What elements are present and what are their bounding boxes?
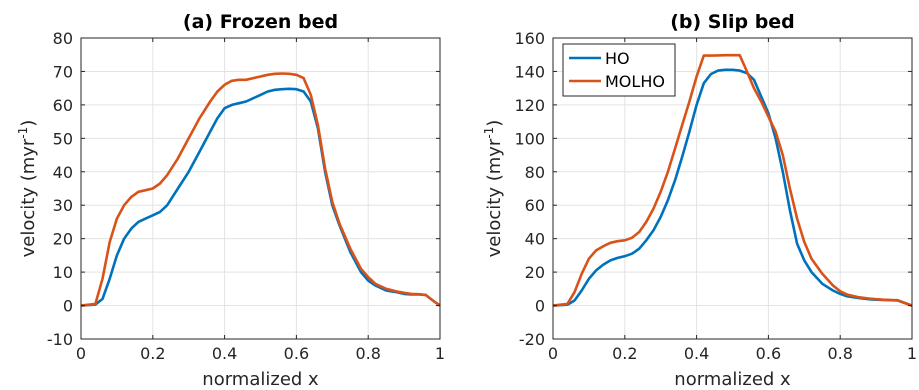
axes-box	[80, 37, 441, 340]
legend: HO MOLHO	[562, 43, 676, 97]
y-tick-label: 160	[514, 29, 545, 48]
x-tick-label: 0	[548, 344, 558, 363]
panel-slip-bed: 0 0.2 0.4 0.6 0.8 1-20020406080100120140160(b…	[482, 11, 917, 390]
y-tick-label: -10	[47, 330, 73, 349]
y-tick-label: -20	[519, 330, 545, 349]
y-tick-label: 140	[514, 62, 545, 81]
y-tick-label: 20	[525, 263, 545, 282]
x-axis-label: normalized x	[202, 369, 319, 390]
y-tick-label: 50	[53, 129, 73, 148]
y-tick-label: 80	[53, 29, 73, 48]
x-tick-label: 0.8	[355, 344, 380, 363]
legend-label-ho: HO	[605, 49, 630, 68]
x-tick-label: 1	[907, 344, 917, 363]
x-tick-label: 0	[76, 344, 86, 363]
y-tick-label: 10	[53, 263, 73, 282]
y-tick-label: 80	[525, 163, 545, 182]
y-tick-label: 60	[53, 96, 73, 115]
y-axis-label: velocity (myr-1)	[16, 120, 39, 258]
plot-area	[81, 38, 440, 339]
x-tick-label: 0.2	[612, 344, 637, 363]
legend-label-molho: MOLHO	[605, 72, 665, 91]
x-tick-label: 0.6	[756, 344, 781, 363]
series-line-ho	[80, 87, 441, 307]
y-axis-label-main: velocity (myr	[484, 138, 505, 257]
y-tick-label: 40	[525, 230, 545, 249]
y-tick-label: 70	[53, 62, 73, 81]
series-line-ho	[552, 68, 913, 307]
y-axis-label-end: )	[484, 120, 505, 127]
chart-title: (a) Frozen bed	[183, 11, 338, 33]
y-tick-label: 40	[53, 163, 73, 182]
series-line-molho	[552, 53, 913, 307]
x-tick-label: 0.8	[827, 344, 852, 363]
x-tick-label: 0.4	[684, 344, 709, 363]
x-tick-label: 1	[435, 344, 445, 363]
y-tick-label: 100	[514, 129, 545, 148]
axes-box	[552, 37, 913, 340]
y-axis-label-end: )	[18, 120, 39, 127]
y-axis-label-superscript: -1	[16, 127, 30, 139]
series-line-molho	[80, 72, 441, 307]
y-tick-label: 20	[53, 230, 73, 249]
chart-title: (b) Slip bed	[670, 11, 795, 33]
y-axis-label-superscript: -1	[482, 127, 496, 139]
y-tick-label: 0	[63, 297, 73, 316]
y-axis-label-main: velocity (myr	[18, 138, 39, 257]
y-tick-label: 0	[535, 297, 545, 316]
x-tick-label: 0.4	[212, 344, 237, 363]
y-axis-label: velocity (myr-1)	[482, 120, 505, 258]
y-tick-label: 120	[514, 96, 545, 115]
y-tick-label: 30	[53, 196, 73, 215]
legend-box	[562, 43, 676, 97]
x-tick-label: 0.6	[284, 344, 309, 363]
y-tick-label: 60	[525, 196, 545, 215]
x-tick-label: 0.2	[140, 344, 165, 363]
x-axis-label: normalized x	[674, 369, 791, 390]
